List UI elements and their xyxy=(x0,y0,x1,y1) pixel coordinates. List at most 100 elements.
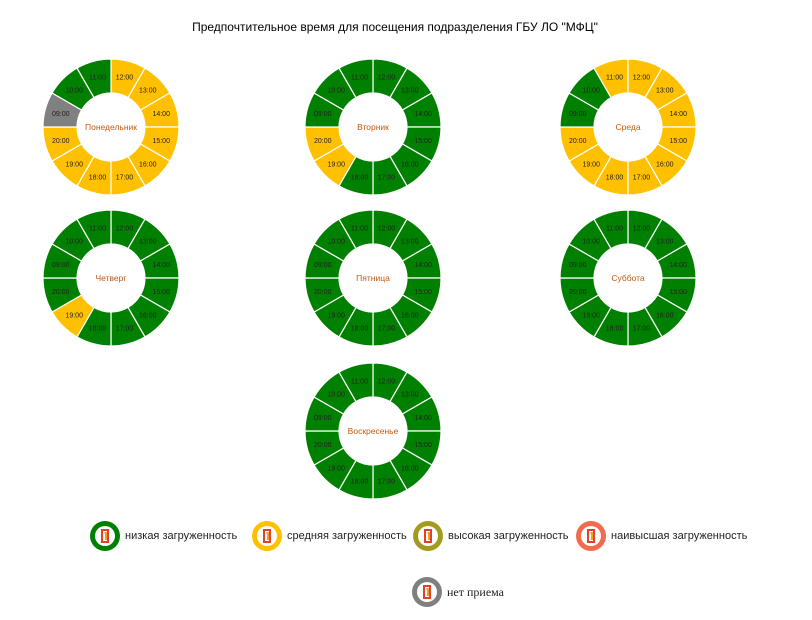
legend-item-high: высокая загруженность xyxy=(412,520,568,552)
slice-label: 14:00 xyxy=(414,111,432,118)
slice-label: 12:00 xyxy=(116,74,134,81)
slice-label: 10:00 xyxy=(327,88,345,95)
slice-label: 09:00 xyxy=(52,111,70,118)
slice-label: 18:00 xyxy=(351,326,369,333)
slice-label: 11:00 xyxy=(89,74,106,81)
slice-label: 13:00 xyxy=(656,88,674,95)
slice-label: 15:00 xyxy=(669,138,687,145)
slice-label: 13:00 xyxy=(401,239,419,246)
slice-label: 14:00 xyxy=(414,415,432,422)
slice-1100 xyxy=(593,209,629,250)
slice-label: 09:00 xyxy=(314,262,332,269)
slice-label: 10:00 xyxy=(327,239,345,246)
donut-title: Четверг xyxy=(96,273,127,283)
slice-label: 12:00 xyxy=(116,225,134,232)
slice-label: 12:00 xyxy=(378,378,396,385)
slice-label: 15:00 xyxy=(414,138,432,145)
slice-label: 18:00 xyxy=(89,175,107,182)
slice-label: 15:00 xyxy=(152,289,170,296)
slice-label: 12:00 xyxy=(378,74,396,81)
legend-high-icon xyxy=(413,521,443,551)
slice-1100 xyxy=(338,362,374,403)
legend-highest-icon xyxy=(576,521,606,551)
slice-label: 18:00 xyxy=(89,326,107,333)
slice-label: 13:00 xyxy=(656,239,674,246)
slice-label: 18:00 xyxy=(606,175,624,182)
donut-chart-6: 12:00 13:00 14:00 15:00 16:00 17:00 18:00 19:00… xyxy=(304,362,442,500)
slice-label: 17:00 xyxy=(116,326,134,333)
legend-label-low: низкая загруженность xyxy=(125,530,238,542)
slice-label: 10:00 xyxy=(582,88,600,95)
slice-label: 15:00 xyxy=(414,289,432,296)
slice-label: 19:00 xyxy=(65,312,83,319)
slice-label: 12:00 xyxy=(378,225,396,232)
slice-label: 18:00 xyxy=(351,479,369,486)
slice-label: 17:00 xyxy=(633,326,651,333)
slice-label: 18:00 xyxy=(606,326,624,333)
slice-label: 19:00 xyxy=(582,312,600,319)
slice-label: 19:00 xyxy=(327,465,345,472)
slice-1100 xyxy=(593,58,629,99)
legend-item-highest: наивысшая загруженность xyxy=(575,520,747,552)
slice-1100 xyxy=(338,209,374,250)
slice-label: 20:00 xyxy=(569,289,587,296)
slice-label: 13:00 xyxy=(139,88,157,95)
slice-label: 14:00 xyxy=(152,262,170,269)
legend-item-closed: нет приема xyxy=(411,576,504,608)
legend-label-closed: нет приема xyxy=(447,584,504,599)
slice-label: 11:00 xyxy=(351,378,368,385)
slice-label: 11:00 xyxy=(351,225,368,232)
slice-label: 10:00 xyxy=(327,392,345,399)
slice-label: 19:00 xyxy=(327,161,345,168)
slice-label: 15:00 xyxy=(414,442,432,449)
slice-label: 14:00 xyxy=(414,262,432,269)
page-title: Предпочтительное время для посещения под… xyxy=(192,20,598,34)
slice-1100 xyxy=(76,209,112,250)
slice-label: 16:00 xyxy=(139,312,157,319)
slice-label: 10:00 xyxy=(65,239,83,246)
slice-label: 20:00 xyxy=(314,138,332,145)
donut-title: Суббота xyxy=(611,273,645,283)
legend-medium-icon xyxy=(252,521,282,551)
legend-label-high: высокая загруженность xyxy=(448,530,569,542)
slice-label: 13:00 xyxy=(401,392,419,399)
slice-label: 14:00 xyxy=(152,111,170,118)
slice-label: 16:00 xyxy=(401,465,419,472)
slice-label: 09:00 xyxy=(569,262,587,269)
donut-chart-5: 12:00 13:00 14:00 15:00 16:00 17:00 18:00 19:00… xyxy=(559,209,697,347)
legend-low-icon xyxy=(90,521,120,551)
slice-1100 xyxy=(76,58,112,99)
slice-label: 20:00 xyxy=(569,138,587,145)
slice-1100 xyxy=(338,58,374,99)
legend-closed-icon xyxy=(412,577,442,607)
slice-label: 14:00 xyxy=(669,262,687,269)
slice-label: 20:00 xyxy=(52,289,70,296)
donut-title: Воскресенье xyxy=(348,426,399,436)
slice-label: 14:00 xyxy=(669,111,687,118)
slice-label: 10:00 xyxy=(65,88,83,95)
slice-label: 15:00 xyxy=(152,138,170,145)
slice-label: 20:00 xyxy=(314,442,332,449)
slice-label: 16:00 xyxy=(401,312,419,319)
donut-title: Вторник xyxy=(357,122,389,132)
slice-label: 09:00 xyxy=(569,111,587,118)
slice-label: 16:00 xyxy=(139,161,157,168)
slice-label: 19:00 xyxy=(582,161,600,168)
donut-chart-3: 12:00 13:00 14:00 15:00 16:00 17:00 18:00 19:00… xyxy=(42,209,180,347)
donut-chart-4: 12:00 13:00 14:00 15:00 16:00 17:00 18:00 19:00… xyxy=(304,209,442,347)
slice-label: 19:00 xyxy=(65,161,83,168)
slice-label: 20:00 xyxy=(314,289,332,296)
slice-label: 13:00 xyxy=(401,88,419,95)
slice-label: 20:00 xyxy=(52,138,70,145)
slice-label: 13:00 xyxy=(139,239,157,246)
legend-label-medium: средняя загруженность xyxy=(287,530,407,542)
slice-label: 12:00 xyxy=(633,74,651,81)
slice-label: 17:00 xyxy=(378,326,396,333)
slice-label: 17:00 xyxy=(378,479,396,486)
slice-label: 16:00 xyxy=(656,161,674,168)
slice-label: 11:00 xyxy=(606,74,623,81)
legend-item-low: низкая загруженность xyxy=(89,520,237,552)
slice-label: 17:00 xyxy=(116,175,134,182)
slice-label: 09:00 xyxy=(314,111,332,118)
